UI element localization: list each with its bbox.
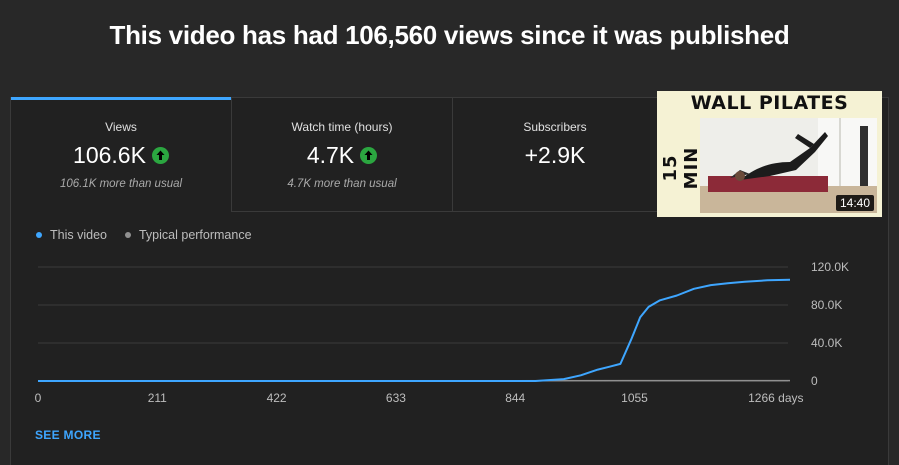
legend-item-typical[interactable]: Typical performance [124, 228, 252, 242]
tab-value-row: 106.6K [11, 142, 231, 169]
chart-legend: This video Typical performance [36, 228, 252, 242]
y-tick-label: 80.0K [811, 298, 842, 312]
legend-item-this-video[interactable]: This video [36, 228, 107, 242]
thumbnail-image [700, 118, 877, 213]
tab-watch-time[interactable]: Watch time (hours) 4.7K 4.7K more than u… [232, 98, 453, 212]
tab-value-row: 4.7K [232, 142, 452, 169]
x-tick-label: 0 [35, 391, 42, 405]
x-tick-label: 1266 days [748, 391, 803, 405]
tab-label: Watch time (hours) [291, 120, 393, 134]
tab-label: Subscribers [523, 120, 587, 134]
y-tick-label: 0 [811, 374, 818, 388]
metric-tabs: Views 106.6K 106.1K more than usual Watc… [11, 97, 658, 212]
arrow-up-icon [151, 147, 169, 164]
y-tick-label: 120.0K [811, 260, 849, 274]
legend-dot [36, 232, 42, 238]
x-tick-label: 1055 [621, 391, 648, 405]
video-thumbnail[interactable]: WALL PILATES 15 MIN 14:40 [657, 91, 882, 217]
tab-value: 106.6K [73, 142, 146, 168]
tab-note: 4.7K more than usual [287, 178, 397, 190]
legend-label: Typical performance [138, 228, 252, 242]
y-tick-label: 40.0K [811, 336, 842, 350]
arrow-up-icon [360, 147, 378, 164]
series-line-this-video [38, 278, 791, 382]
tab-value: +2.9K [524, 142, 586, 168]
page-title: This video has had 106,560 views since i… [109, 20, 790, 50]
tab-note: 106.1K more than usual [59, 178, 183, 190]
tab-views[interactable]: Views 106.6K 106.1K more than usual [11, 97, 232, 212]
x-tick-label: 422 [267, 391, 287, 405]
x-tick-label: 211 [148, 391, 167, 405]
legend-label: This video [50, 228, 107, 242]
thumbnail-side-text: 15 MIN [660, 146, 702, 190]
tab-value-row: +2.9K [453, 142, 657, 169]
video-duration: 14:40 [835, 195, 874, 211]
tab-value: 4.7K [306, 142, 355, 168]
views-line-chart[interactable]: 0 40.0K 80.0K 120.0K 0 211 422 633 844 1055 1266 d… [11, 98, 888, 418]
x-tick-label: 844 [505, 391, 525, 405]
legend-dot [124, 232, 131, 238]
tab-label: Views [105, 120, 137, 134]
see-more-link[interactable]: SEE MORE [35, 428, 101, 442]
thumbnail-title: WALL PILATES [690, 92, 849, 114]
x-tick-label: 633 [386, 391, 406, 405]
tab-subscribers[interactable]: Subscribers +2.9K [453, 98, 658, 212]
